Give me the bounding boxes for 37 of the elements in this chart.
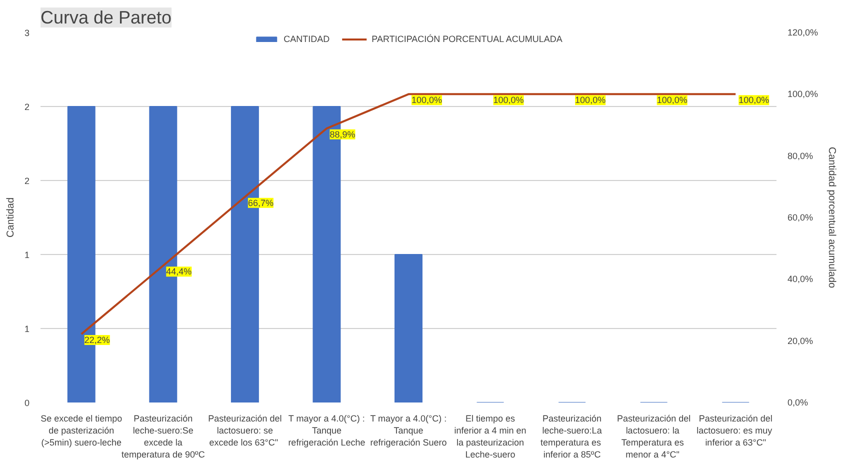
chart-title: Curva de Pareto [40, 8, 172, 28]
x-tick-label: Pasteurización del lactosuero: la Temperatura es menor a 4°C" [617, 414, 691, 460]
bar [394, 254, 422, 402]
legend-label: CANTIDAD [284, 34, 330, 44]
x-tick-label: Pasteurización leche-suero:La temperatura es inferior a 85ºC [540, 414, 602, 460]
y-tick-label: 1 [24, 324, 30, 334]
y2-tick-label: 60,0% [788, 212, 814, 222]
x-tick-label: T mayor a 4.0(°C) : Tanque refrigeración Suero [370, 414, 447, 448]
legend-label: PARTICIPACIÓN PORCENTUAL ACUMULADA [372, 34, 562, 44]
data-label: 88,9% [330, 129, 356, 140]
x-tick-label: Pasteurización del lactosuero: se excede los 63°C" [208, 414, 282, 448]
data-label: 100,0% [738, 95, 770, 106]
y-tick-label: 2 [24, 102, 30, 112]
x-tick-label: El tiempo es inferior a 4 min en la pasteurizacion Leche-suero [454, 414, 526, 460]
y2-tick-label: 120,0% [788, 28, 818, 38]
data-label: 100,0% [412, 95, 442, 106]
y-tick-label: 3 [24, 28, 30, 38]
y2-tick-label: 40,0% [788, 274, 814, 284]
y2-tick-label: 80,0% [788, 150, 814, 161]
line-series [80, 93, 737, 336]
x-tick-label: Pasteurización leche-suero:Se excede la temperatura de 90ºC [122, 414, 206, 460]
y2-axis-title: Cantidad porcentual acumulado [826, 146, 838, 289]
y2-tick-label: 20,0% [788, 336, 814, 346]
data-label: 100,0% [493, 95, 524, 106]
y-tick-label: 2 [24, 176, 30, 186]
x-tick-label: T mayor a 4.0(°C) : Tanque refrigeración Leche [288, 414, 366, 448]
y-tick-label: 1 [24, 250, 30, 260]
y-axis-title: Cantidad [5, 197, 16, 238]
y-tick-label: 0 [24, 398, 30, 408]
y2-tick-label: 0,0% [788, 398, 808, 408]
data-label: 44,4% [166, 266, 192, 277]
y2-tick-label: 100,0% [788, 89, 818, 100]
data-label: 66,7% [248, 198, 274, 208]
data-label: 100,0% [575, 95, 606, 106]
x-tick-label: Pasteurización del lactosuero: es muy inferior a 63°C" [696, 414, 773, 448]
data-label: 22,2% [84, 335, 110, 346]
data-label: 100,0% [656, 95, 688, 106]
